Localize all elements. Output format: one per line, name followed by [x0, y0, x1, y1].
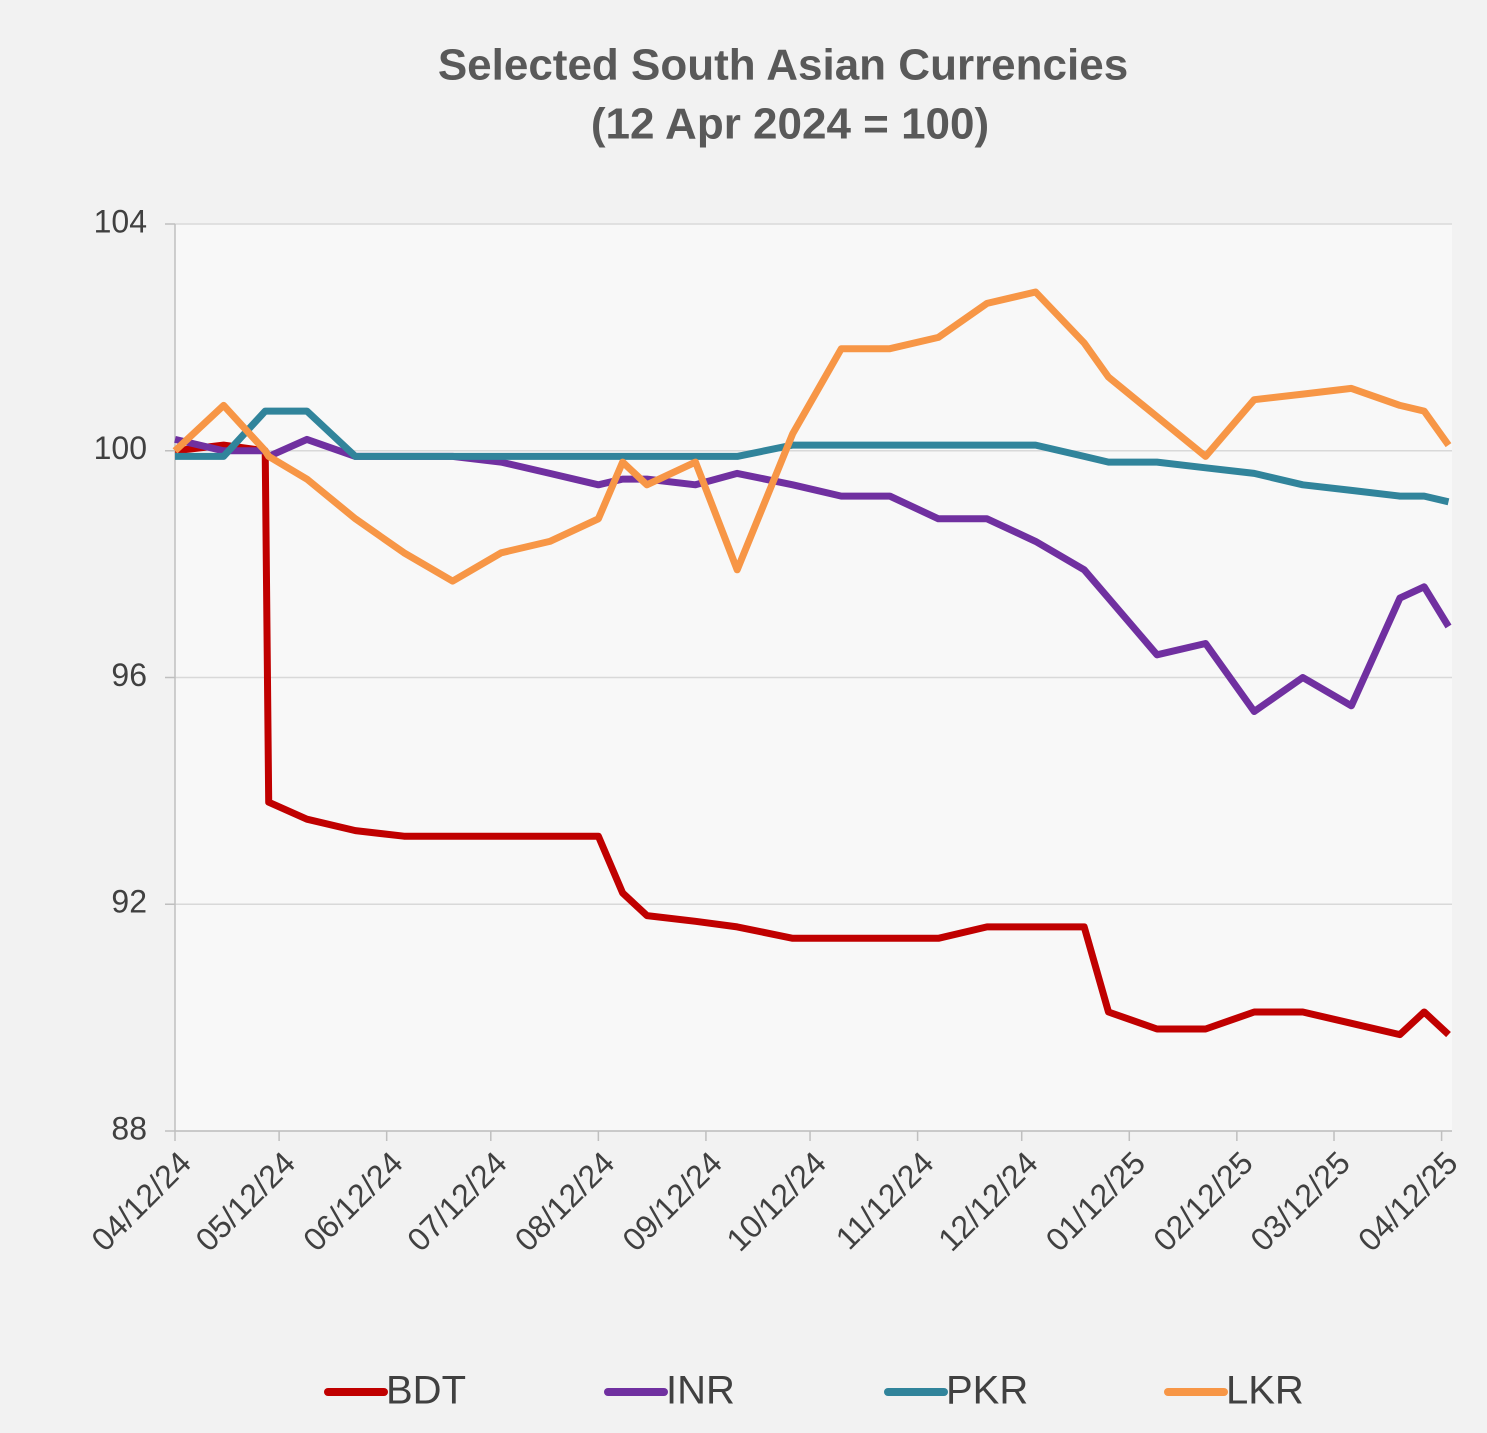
x-tick-label: 01/12/25	[1039, 1144, 1153, 1258]
x-tick-label: 04/12/24	[84, 1144, 198, 1258]
legend-label: INR	[666, 1369, 735, 1413]
x-tick-label: 03/12/25	[1243, 1144, 1357, 1258]
x-tick-label: 07/12/24	[400, 1144, 514, 1258]
y-tick-label: 104	[94, 203, 147, 239]
x-tick-label: 06/12/24	[296, 1144, 410, 1258]
x-tick-label: 04/12/25	[1351, 1144, 1465, 1258]
legend-label: BDT	[386, 1369, 466, 1413]
series-line	[174, 441, 1451, 1039]
x-tick-label: 08/12/24	[508, 1144, 622, 1258]
legend-label: PKR	[946, 1369, 1028, 1413]
x-tick-label: 11/12/24	[829, 1144, 941, 1256]
chart-title: Selected South Asian Currencies	[438, 41, 1128, 90]
x-tick-label: 05/12/24	[188, 1144, 302, 1258]
y-tick-label: 88	[111, 1110, 147, 1146]
y-tick-label: 100	[94, 430, 147, 466]
y-tick-label: 96	[111, 657, 147, 693]
chart-subtitle: (12 Apr 2024 = 100)	[591, 100, 989, 149]
x-tick-label: 02/12/25	[1146, 1144, 1260, 1258]
legend-label: LKR	[1226, 1369, 1304, 1413]
x-tick-label: 12/12/24	[931, 1144, 1045, 1258]
y-tick-label: 92	[111, 884, 147, 920]
x-tick-label: 10/12/24	[719, 1144, 833, 1258]
x-tick-label: 09/12/24	[615, 1144, 729, 1258]
series-line	[172, 288, 1452, 585]
series-line	[175, 407, 1450, 506]
